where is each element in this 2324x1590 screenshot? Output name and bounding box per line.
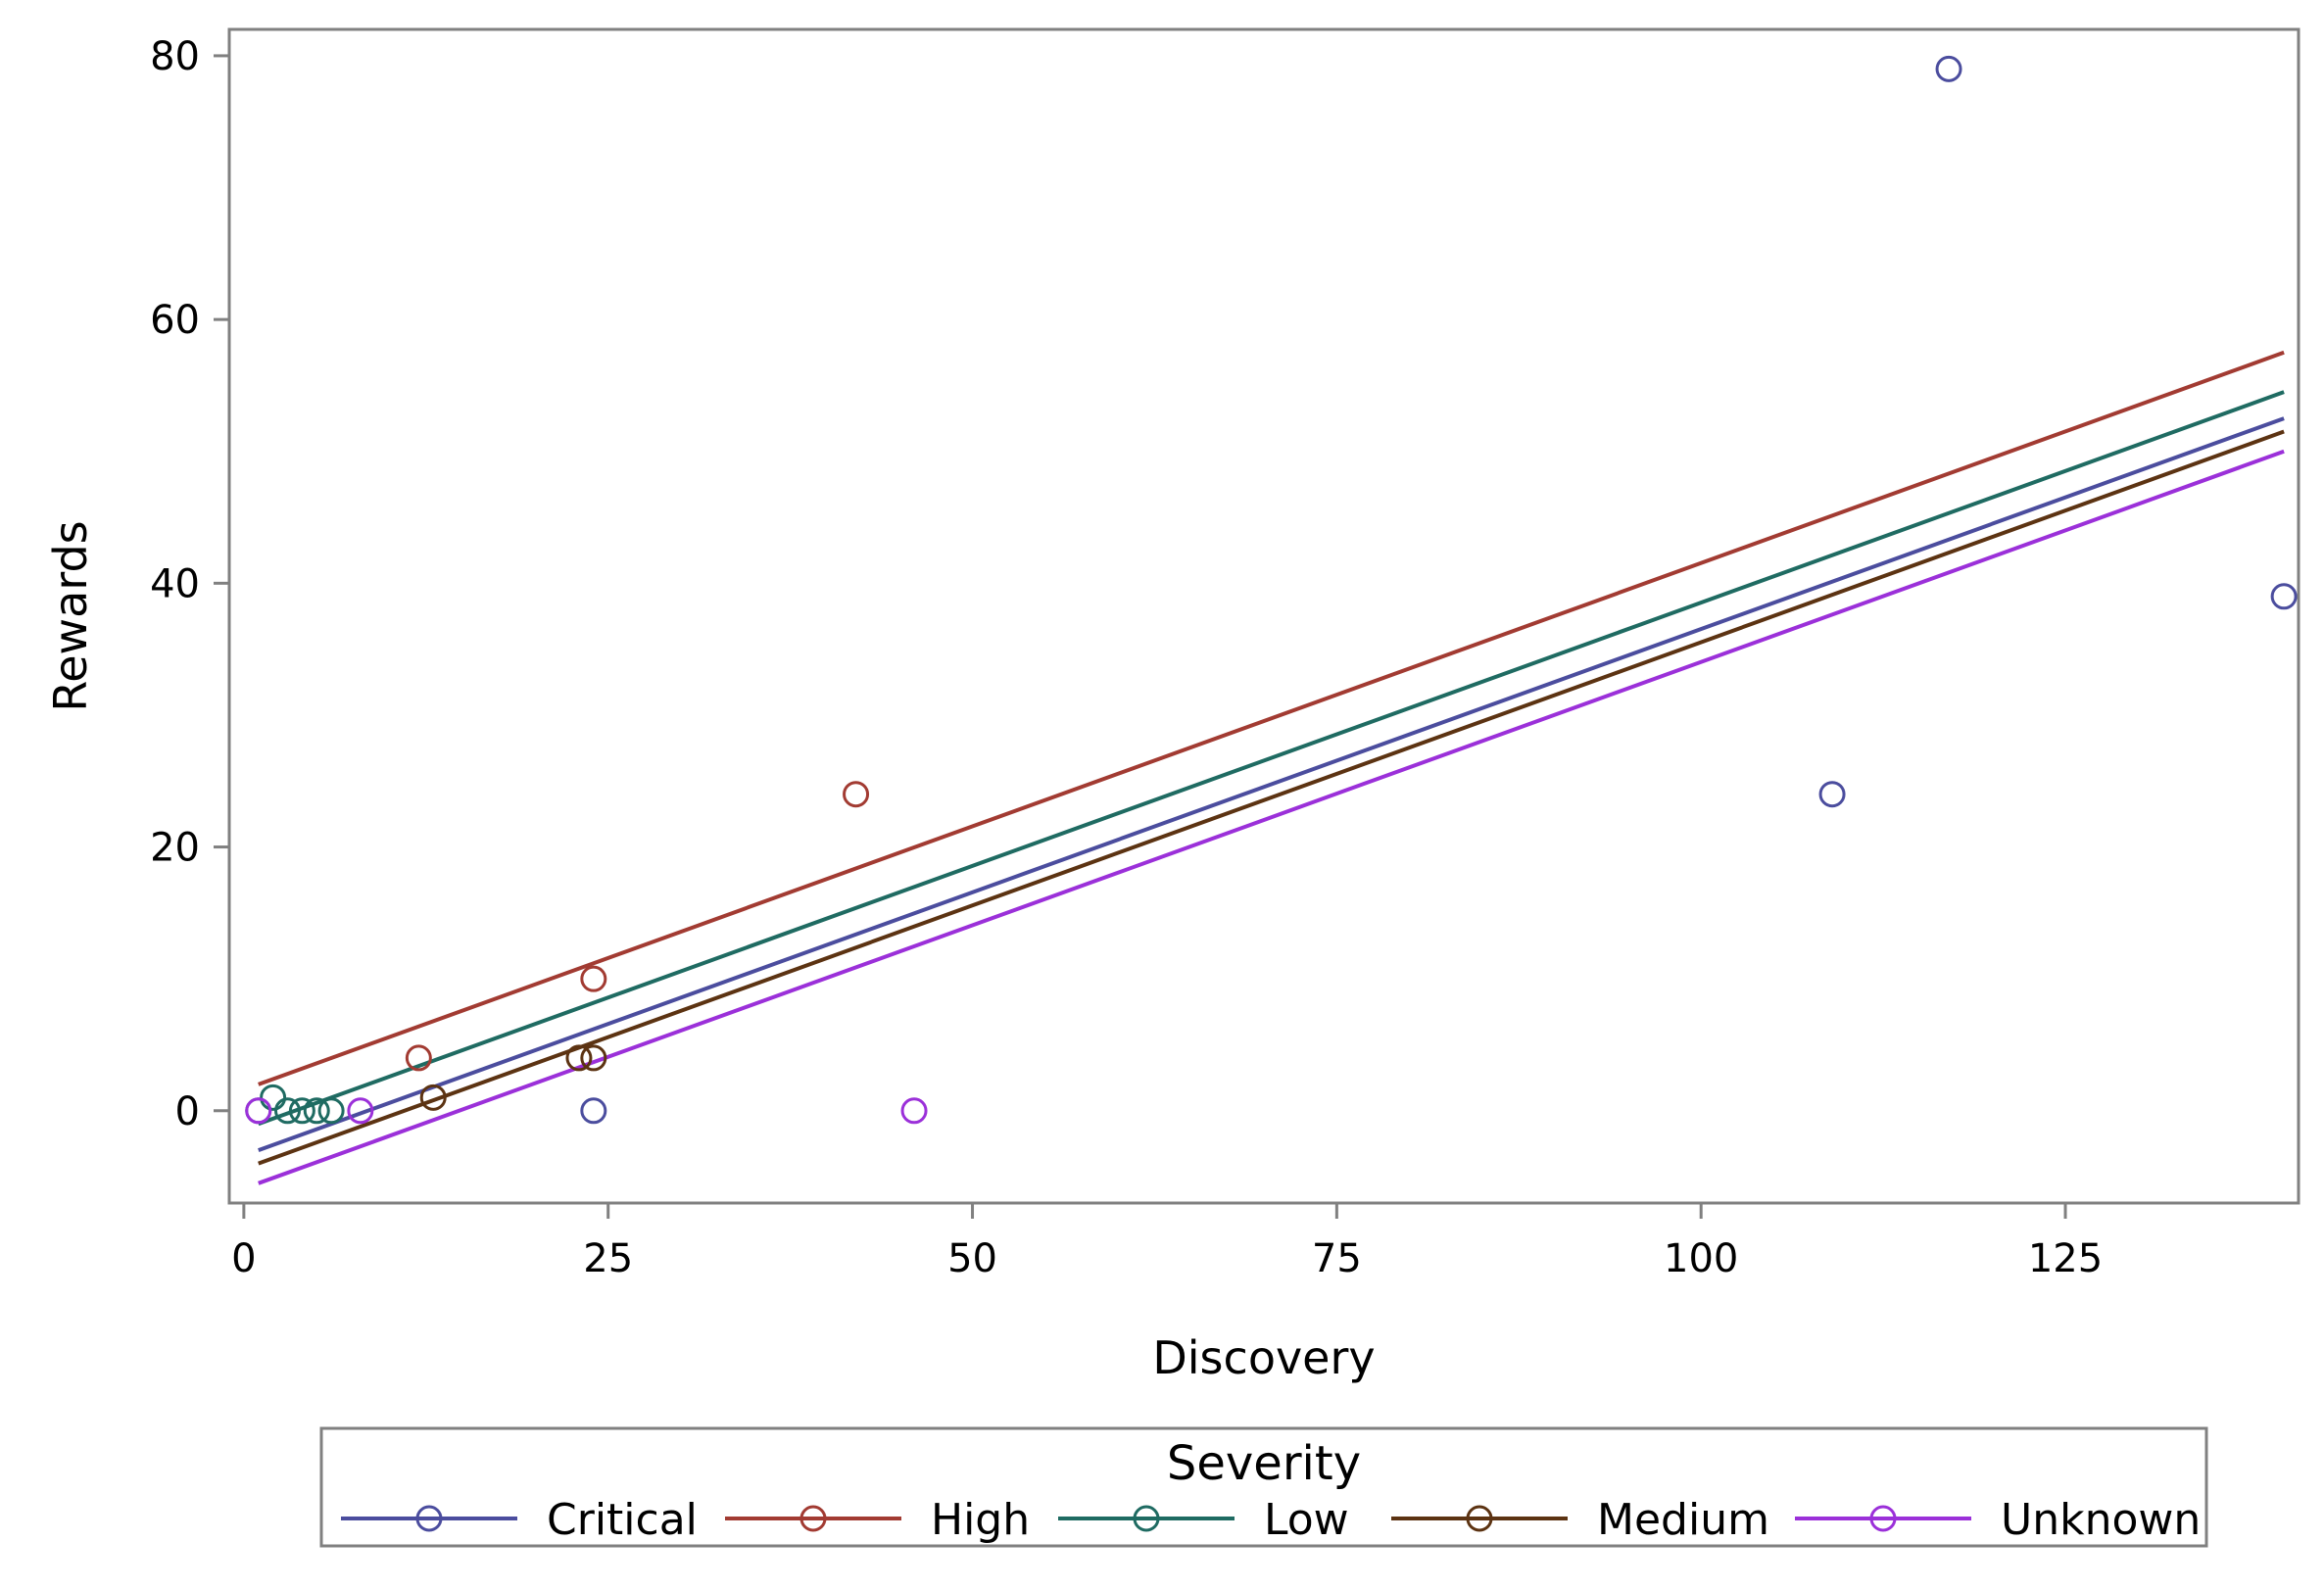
legend-marker-low bbox=[1133, 1505, 1160, 1532]
fit-line-low bbox=[258, 390, 2285, 1127]
point-low bbox=[273, 1097, 301, 1125]
legend-title: Severity bbox=[1167, 1436, 1361, 1491]
plot-frame bbox=[227, 27, 2300, 1205]
point-low bbox=[260, 1084, 287, 1111]
point-high bbox=[405, 1044, 432, 1072]
x-tick-label: 50 bbox=[947, 1236, 997, 1281]
plot-area bbox=[245, 55, 2298, 1185]
x-tick-label: 0 bbox=[231, 1236, 256, 1281]
point-unknown bbox=[347, 1097, 374, 1125]
y-axis-title: Rewards bbox=[44, 520, 97, 711]
point-medium bbox=[565, 1044, 593, 1072]
y-tick-label: 40 bbox=[150, 561, 200, 606]
point-critical bbox=[1818, 781, 1846, 808]
x-axis-title: Discovery bbox=[1152, 1331, 1375, 1384]
x-tick-label: 25 bbox=[583, 1236, 633, 1281]
legend-marker-high bbox=[799, 1505, 827, 1532]
fit-line-unknown bbox=[258, 449, 2285, 1185]
point-unknown bbox=[245, 1097, 272, 1125]
point-low bbox=[288, 1097, 315, 1125]
x-tick-label: 100 bbox=[1664, 1236, 1738, 1281]
legend-label-critical: Critical bbox=[547, 1495, 698, 1545]
y-tick-label: 60 bbox=[150, 298, 200, 343]
fit-line-critical bbox=[258, 416, 2285, 1153]
point-high bbox=[843, 781, 870, 808]
legend: Severity Critical High Low Medium Unknown bbox=[319, 1426, 2208, 1548]
y-tick-label: 80 bbox=[150, 34, 200, 79]
legend-box bbox=[319, 1426, 2208, 1548]
legend-label-low: Low bbox=[1264, 1495, 1349, 1545]
point-critical bbox=[2270, 583, 2298, 610]
legend-marker-critical bbox=[415, 1505, 443, 1532]
legend-label-medium: Medium bbox=[1597, 1495, 1769, 1545]
legend-label-unknown: Unknown bbox=[2001, 1495, 2201, 1545]
point-high bbox=[580, 965, 607, 992]
point-low bbox=[317, 1097, 345, 1125]
point-low bbox=[303, 1097, 330, 1125]
legend-items: Critical High Low Medium Unknown bbox=[341, 1495, 2201, 1545]
fit-line-high bbox=[258, 350, 2285, 1086]
point-medium bbox=[419, 1084, 447, 1111]
x-tick-label: 125 bbox=[2028, 1236, 2103, 1281]
y-tick-label: 20 bbox=[150, 826, 200, 871]
fit-line-medium bbox=[258, 429, 2285, 1166]
legend-marker-medium bbox=[1466, 1505, 1493, 1532]
axes: 0 25 50 75 100 125 0 20 40 60 80 bbox=[150, 27, 2300, 1281]
point-unknown bbox=[900, 1097, 928, 1125]
point-medium bbox=[580, 1044, 607, 1072]
point-critical bbox=[1935, 55, 1962, 82]
legend-label-high: High bbox=[931, 1495, 1030, 1545]
y-tick-label: 0 bbox=[175, 1089, 200, 1134]
x-tick-label: 75 bbox=[1312, 1236, 1362, 1281]
point-critical bbox=[580, 1097, 607, 1125]
legend-marker-unknown bbox=[1869, 1505, 1897, 1532]
